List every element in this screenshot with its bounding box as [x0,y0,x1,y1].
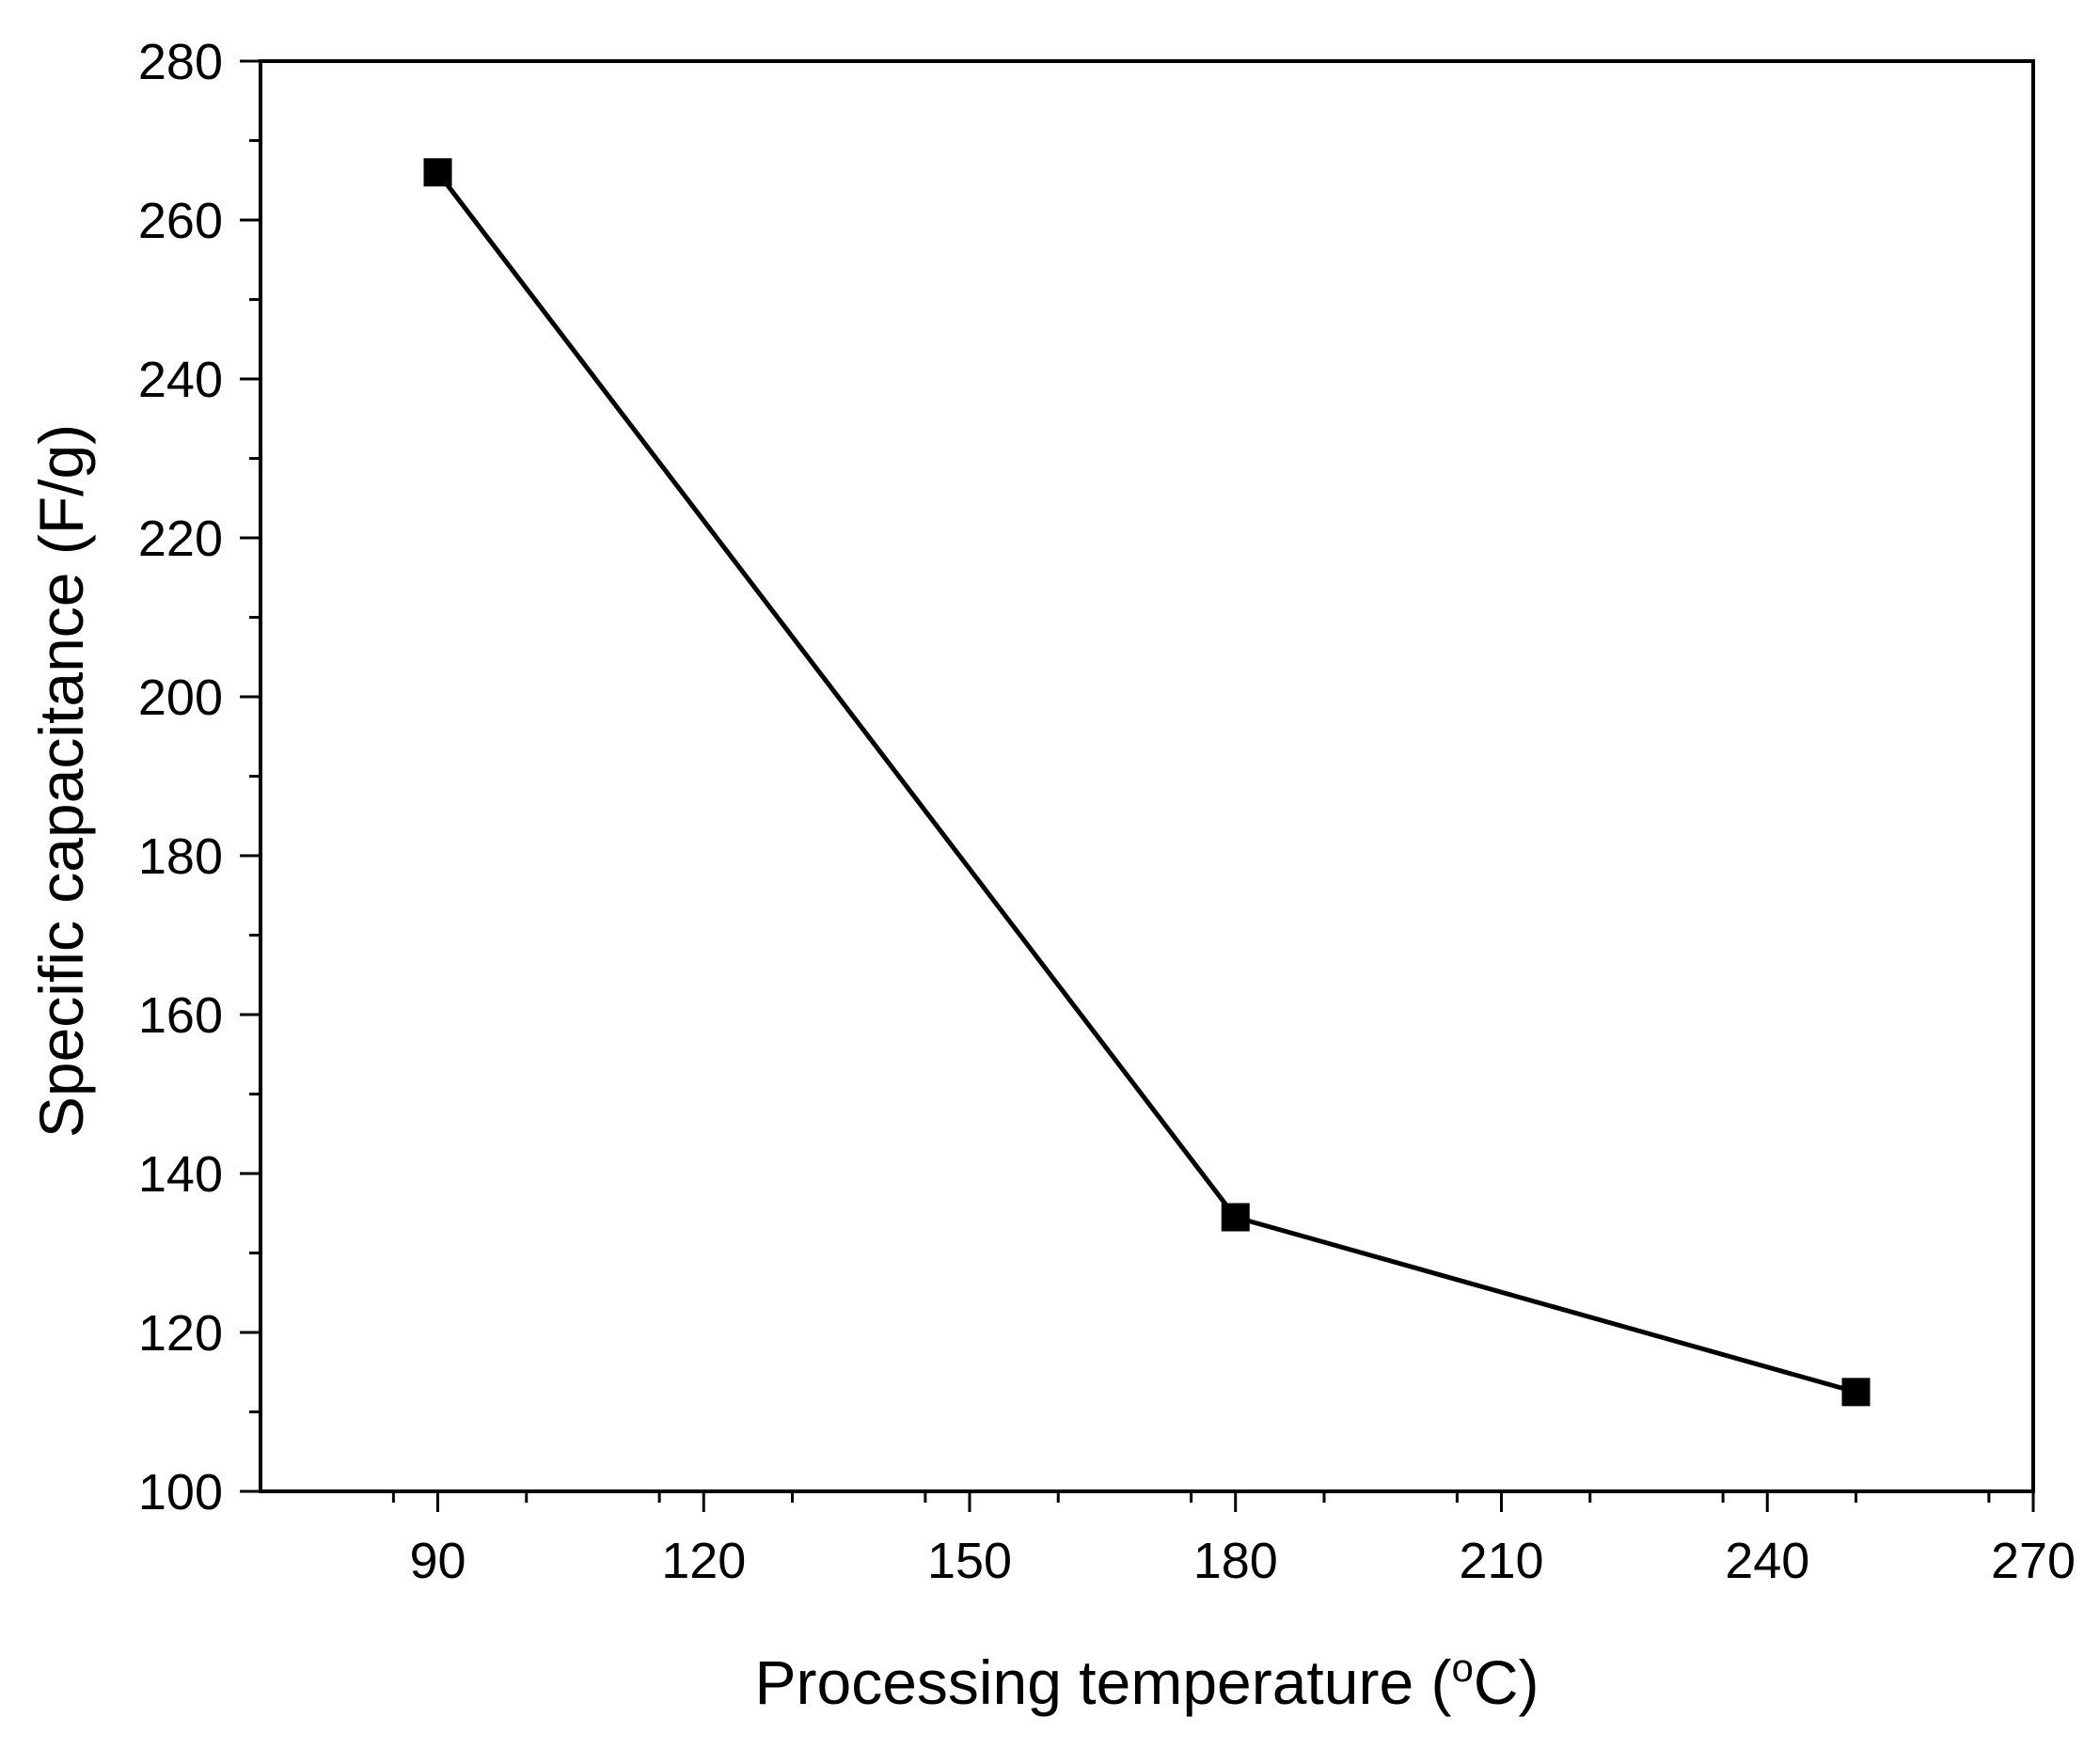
x-axis-title-superscript: o [1451,1646,1473,1690]
y-tick-label: 180 [138,828,223,885]
x-tick-label: 270 [1991,1533,2076,1589]
axis-tick-labels: 90 120 150 180 210 240 270 100 120 140 160 180 200 22… [138,34,2076,1589]
x-axis-title-main: Processing temperature ( [754,1647,1451,1717]
x-tick-label: 120 [661,1533,746,1589]
x-axis-title: Processing temperature (oC) [754,1646,1539,1717]
y-tick-label: 220 [138,511,223,567]
y-tick-label: 280 [138,34,223,90]
data-point-marker [423,158,452,187]
axis-ticks [240,59,2035,1512]
y-tick-label: 100 [138,1464,223,1521]
y-tick-label: 160 [138,987,223,1044]
data-point-marker [1841,1378,1871,1407]
data-series [423,158,1871,1407]
y-tick-label: 260 [138,193,223,249]
plot-frame [259,59,2035,1493]
x-tick-label: 150 [927,1533,1012,1589]
y-tick-label: 240 [138,352,223,408]
data-point-marker [1221,1203,1250,1232]
y-axis-title: Specific capacitance (F/g) [26,424,96,1138]
x-tick-label: 90 [409,1533,466,1589]
y-tick-label: 140 [138,1146,223,1203]
x-tick-label: 180 [1193,1533,1278,1589]
series-line [435,170,1857,1394]
x-tick-label: 240 [1725,1533,1809,1589]
x-tick-label: 210 [1459,1533,1543,1589]
x-axis-title-unit: C) [1474,1647,1539,1717]
y-tick-label: 120 [138,1305,223,1362]
y-tick-label: 200 [138,670,223,726]
